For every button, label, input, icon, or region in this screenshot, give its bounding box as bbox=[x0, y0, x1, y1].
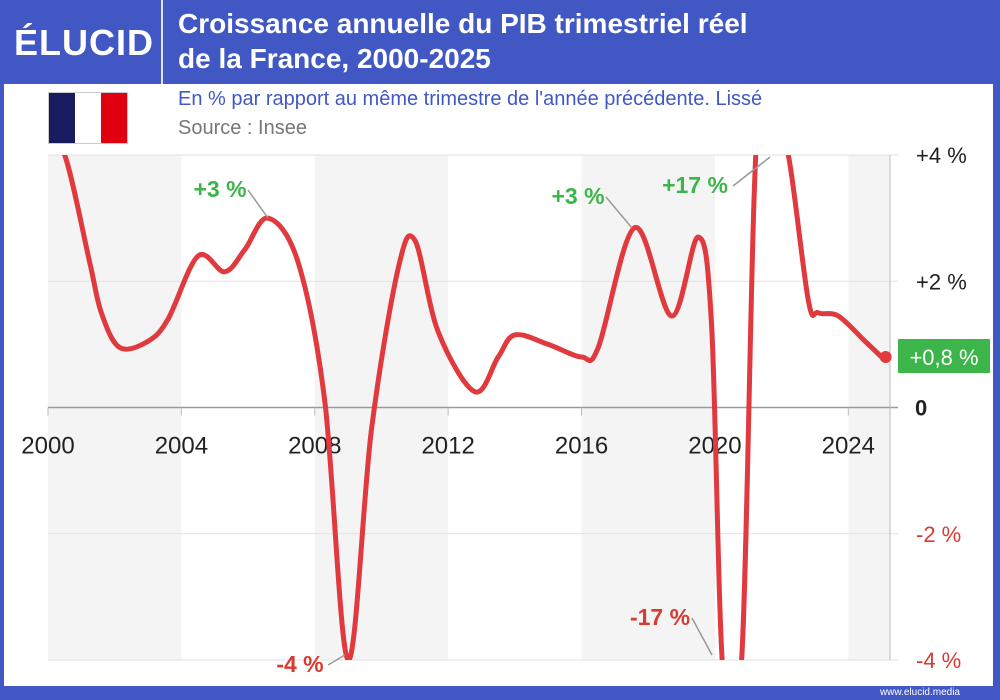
series-line bbox=[61, 155, 885, 660]
x-tick-label: 2008 bbox=[288, 433, 341, 460]
annotation-label: -4 % bbox=[276, 651, 323, 677]
y-tick-label: +4 % bbox=[916, 143, 967, 168]
last-value-badge bbox=[898, 339, 990, 373]
chart-title: Croissance annuelle du PIB trimestriel r… bbox=[178, 6, 748, 76]
annotation-label: -17 % bbox=[630, 604, 690, 630]
france-flag-icon bbox=[48, 92, 128, 144]
y-tick-label: -4 % bbox=[916, 648, 961, 673]
annotation-leader bbox=[691, 617, 713, 656]
annotation-leader bbox=[247, 189, 269, 219]
annotation-label: +3 % bbox=[551, 183, 604, 209]
last-point bbox=[879, 351, 892, 363]
annotation-label: +3 % bbox=[193, 176, 246, 202]
y-tick-label: 0 bbox=[915, 396, 927, 421]
x-tick-label: 2012 bbox=[421, 433, 474, 460]
chart-source: Source : Insee bbox=[178, 117, 307, 139]
header-divider bbox=[161, 0, 163, 84]
header: ÉLUCID Croissance annuelle du PIB trimes… bbox=[0, 0, 1000, 84]
x-tick-label: 2016 bbox=[555, 433, 608, 460]
y-tick-label: +2 % bbox=[916, 269, 967, 294]
x-tick-label: 2004 bbox=[155, 433, 208, 460]
footer-url: www.elucid.media bbox=[879, 687, 960, 698]
annotation-label: +17 % bbox=[662, 172, 728, 198]
x-tick-label: 2024 bbox=[822, 433, 875, 460]
last-value-label: +0,8 % bbox=[909, 345, 978, 370]
y-tick-label: -2 % bbox=[916, 522, 961, 547]
annotation-leader bbox=[605, 196, 633, 229]
title-line-1: Croissance annuelle du PIB trimestriel r… bbox=[178, 8, 748, 39]
title-line-2: de la France, 2000-2025 bbox=[178, 43, 491, 74]
annotation-leader bbox=[327, 654, 346, 666]
annotation-leader bbox=[732, 156, 771, 187]
chart-subtitle: En % par rapport au même trimestre de l'… bbox=[178, 88, 763, 110]
x-tick-label: 2000 bbox=[21, 433, 74, 460]
elucid-logo: ÉLUCID bbox=[14, 22, 154, 63]
